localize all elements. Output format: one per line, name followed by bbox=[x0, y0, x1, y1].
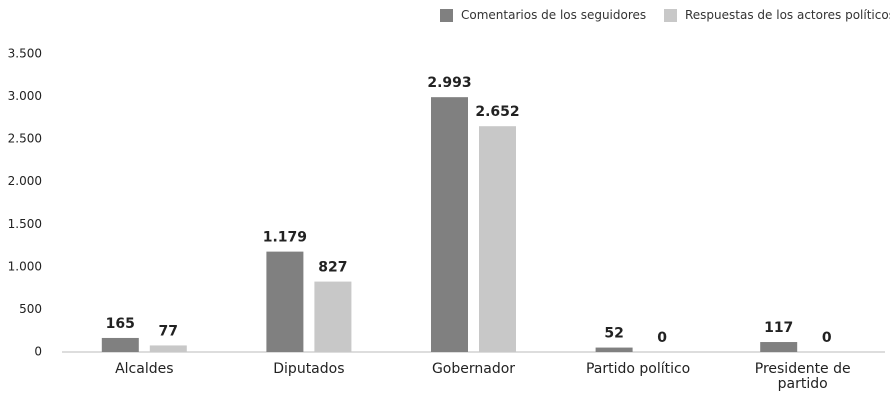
legend-swatch bbox=[440, 8, 453, 22]
bar bbox=[314, 281, 352, 352]
x-tick-label: Diputados bbox=[273, 361, 345, 377]
x-tick-label: Alcaldes bbox=[115, 361, 174, 377]
value-label: 2.993 bbox=[427, 75, 471, 91]
legend-label: Respuestas de los actores políticos bbox=[685, 8, 890, 22]
bar bbox=[595, 347, 633, 352]
legend-item: Respuestas de los actores políticos bbox=[664, 8, 890, 22]
value-label: 2.652 bbox=[475, 104, 519, 120]
x-tick-label: Presidente de partido bbox=[754, 361, 851, 392]
bar bbox=[101, 337, 139, 352]
value-label: 0 bbox=[822, 330, 832, 346]
value-label: 77 bbox=[159, 323, 178, 339]
bar bbox=[431, 97, 468, 353]
legend-label: Comentarios de los seguidores bbox=[461, 8, 647, 22]
x-tick-label: Gobernador bbox=[431, 361, 516, 377]
y-tick-label: 0 bbox=[34, 345, 42, 359]
legend-item: Comentarios de los seguidores bbox=[440, 8, 646, 22]
y-tick-label: 3.000 bbox=[8, 89, 42, 103]
value-label: 0 bbox=[657, 330, 667, 346]
bar bbox=[760, 342, 798, 352]
value-label: 52 bbox=[604, 326, 623, 342]
y-tick-label: 2.000 bbox=[8, 174, 42, 188]
bar bbox=[149, 345, 187, 352]
y-tick-label: 1.000 bbox=[8, 259, 42, 273]
value-label: 165 bbox=[106, 316, 135, 332]
y-tick-label: 3.500 bbox=[8, 47, 42, 61]
x-tick-label: Partido político bbox=[585, 361, 691, 377]
value-label: 827 bbox=[318, 260, 347, 276]
y-tick-label: 1.500 bbox=[8, 217, 42, 231]
value-label: 117 bbox=[764, 320, 793, 336]
value-label: 1.179 bbox=[263, 230, 307, 246]
legend-swatch bbox=[664, 8, 677, 22]
y-tick-label: 2.500 bbox=[8, 132, 42, 146]
bar bbox=[266, 251, 304, 352]
y-tick-label: 500 bbox=[19, 302, 42, 316]
bar bbox=[479, 126, 516, 352]
